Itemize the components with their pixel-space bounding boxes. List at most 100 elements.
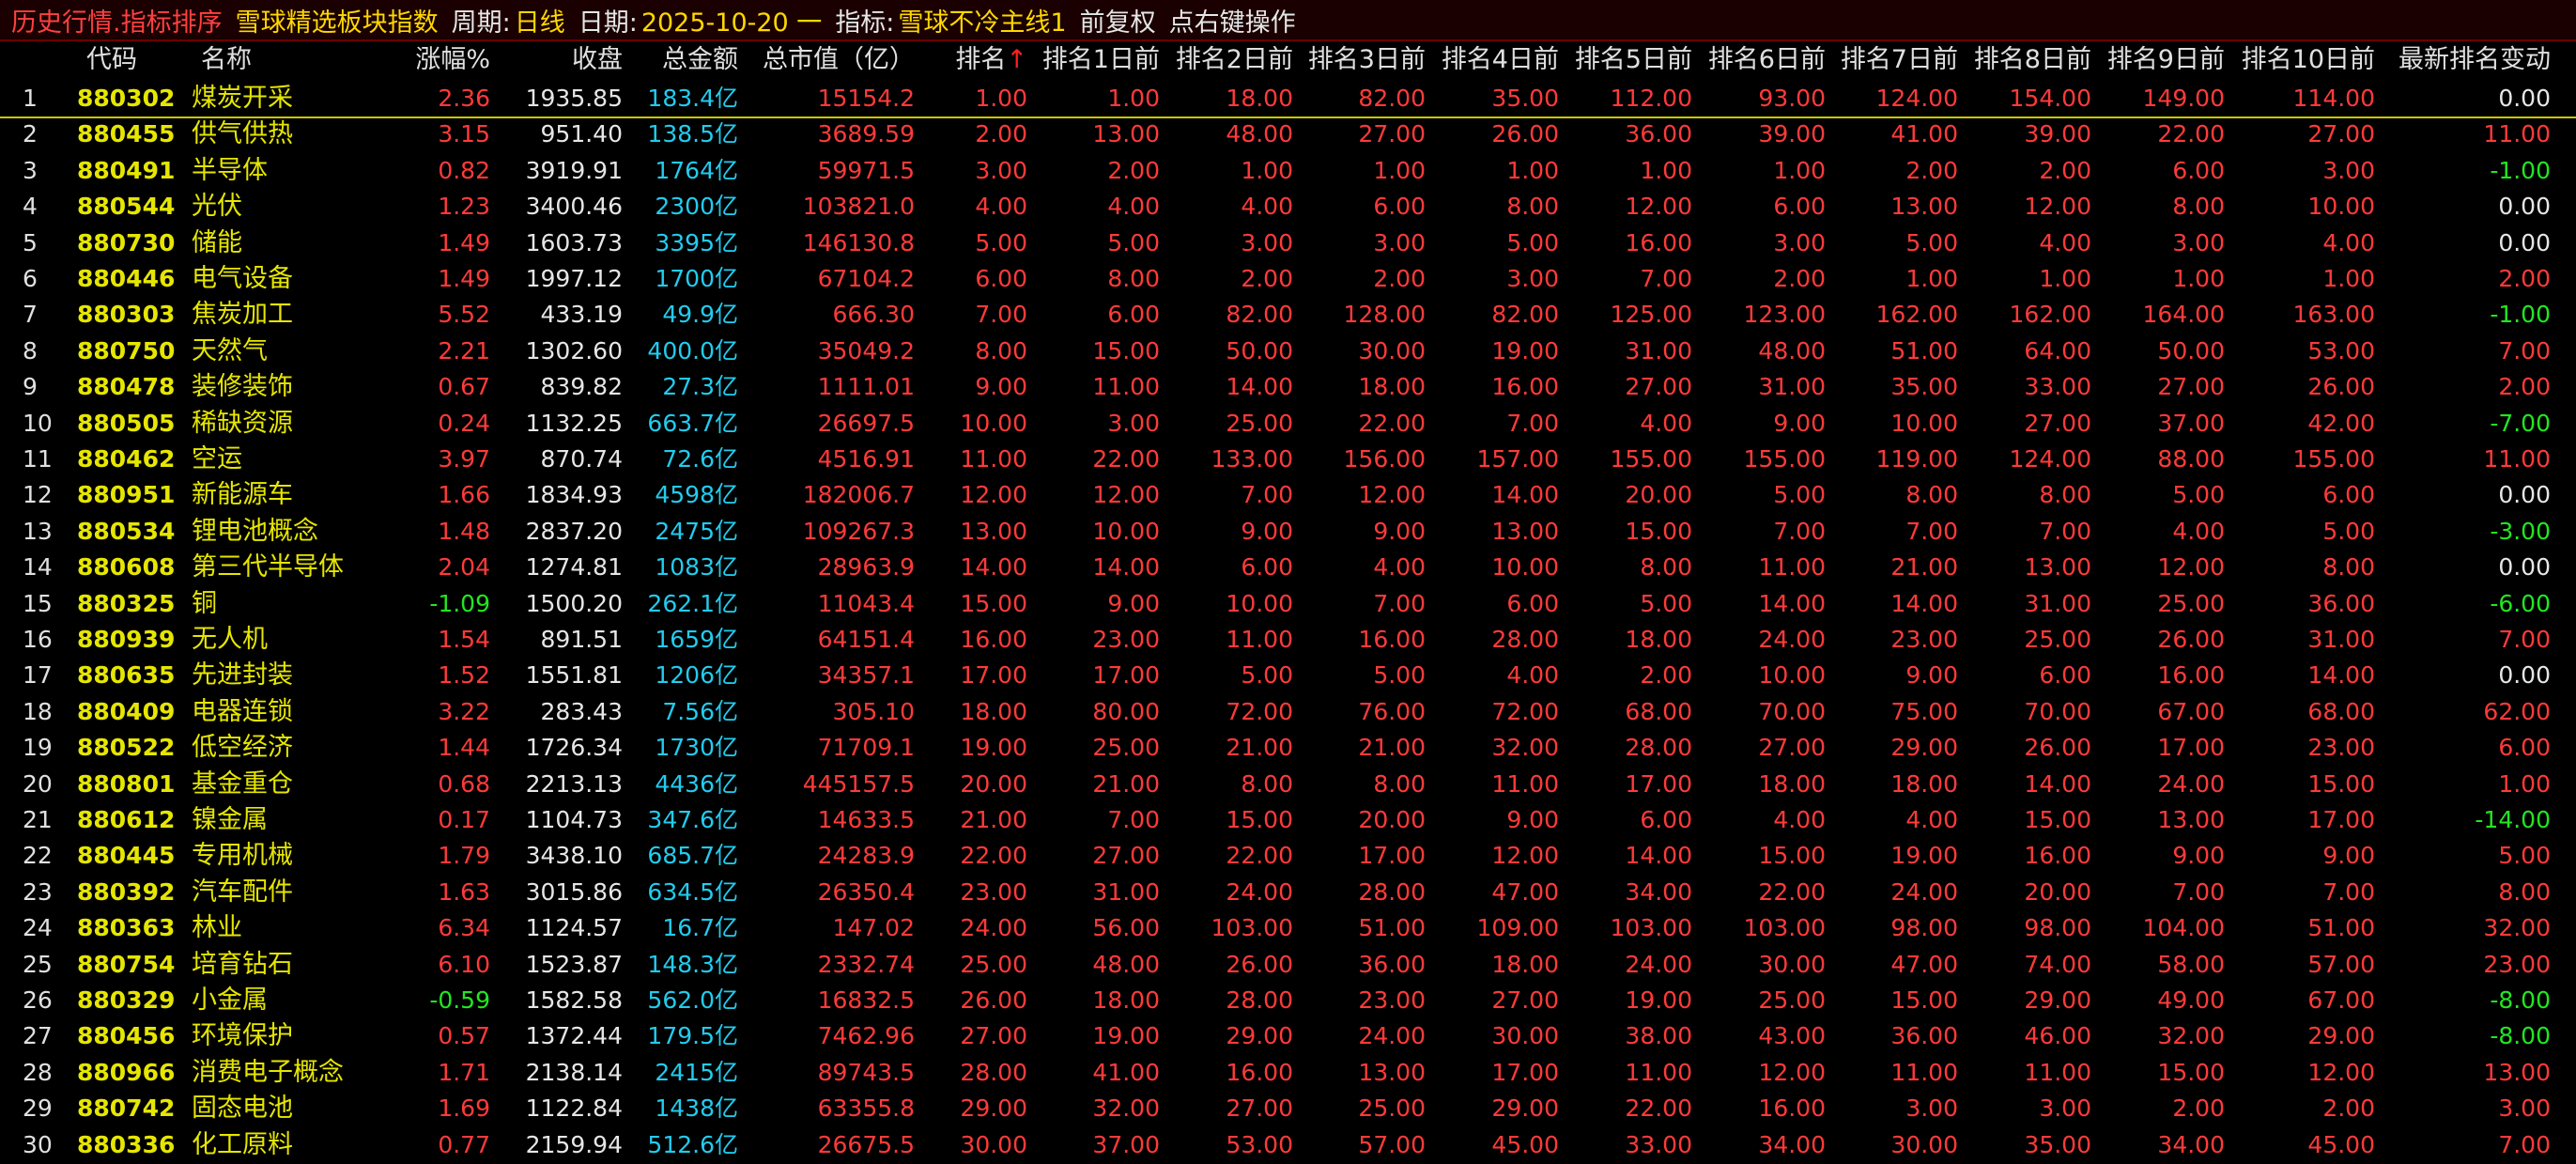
cell-rank: 27.00: [960, 1022, 1027, 1050]
column-header-rank-6d[interactable]: 排名6日前: [1694, 41, 1826, 79]
cell-rank-1d-ago: 12.00: [1092, 481, 1160, 509]
table-row[interactable]: 28 880966 消费电子概念 1.71 2138.14 2415亿 89743.5 28.…: [0, 1055, 2576, 1091]
cell-market-cap: 16832.5: [817, 986, 915, 1014]
table-row[interactable]: 15 880325 铜 -1.09 1500.20 262.1亿 11043.4 15.00 9…: [0, 586, 2576, 622]
cell-row-index: 15: [23, 589, 53, 617]
table-row[interactable]: 8 880750 天然气 2.21 1302.60 400.0亿 35049.2 8.00 15…: [0, 334, 2576, 369]
cell-rank-5d-ago: 28.00: [1625, 734, 1692, 762]
cell-rank-1d-ago: 5.00: [1107, 228, 1160, 256]
cell-rank: 28.00: [960, 1058, 1027, 1086]
table-row[interactable]: 16 880939 无人机 1.54 891.51 1659亿 64151.4 16.00 23…: [0, 622, 2576, 658]
column-header-close[interactable]: 收盘: [482, 41, 623, 79]
cell-rank-1d-ago: 8.00: [1107, 265, 1160, 292]
column-header-change-pct[interactable]: 涨幅%: [378, 41, 490, 79]
column-header-rank[interactable]: 排名↑: [915, 41, 1027, 79]
table-row[interactable]: 4 880544 光伏 1.23 3400.46 2300亿 103821.0 4.00 4.0…: [0, 189, 2576, 225]
cell-rank-1d-ago: 7.00: [1107, 806, 1160, 833]
column-header-rank-8d[interactable]: 排名8日前: [1960, 41, 2091, 79]
cell-rank-10d-ago: 4.00: [2322, 228, 2375, 256]
column-header-amount[interactable]: 总金额: [607, 41, 738, 79]
column-header-rank-1d[interactable]: 排名1日前: [1028, 41, 1160, 79]
history-quotes-tab[interactable]: 历史行情.指标排序: [11, 8, 223, 38]
table-row[interactable]: 23 880392 汽车配件 1.63 3015.86 634.5亿 26350.4 23.0…: [0, 875, 2576, 910]
cell-rank-5d-ago: 22.00: [1625, 1094, 1692, 1123]
cell-market-cap: 34357.1: [817, 661, 915, 690]
table-row[interactable]: 18 880409 电器连锁 3.22 283.43 7.56亿 305.10 18.00 80…: [0, 694, 2576, 730]
table-row[interactable]: 10 880505 稀缺资源 0.24 1132.25 663.7亿 26697.5 10.0…: [0, 406, 2576, 442]
board-index-selector[interactable]: 雪球精选板块指数: [235, 8, 439, 38]
cell-close-price: 1372.44: [525, 1022, 623, 1050]
cell-turnover-amount: 2300亿: [655, 193, 738, 221]
period-selector[interactable]: 日线: [514, 8, 565, 38]
cell-rank-1d-ago: 23.00: [1092, 626, 1160, 653]
cell-rank-2d-ago: 27.00: [1226, 1094, 1293, 1123]
table-row[interactable]: 26 880329 小金属 -0.59 1582.58 562.0亿 16832.5 26.0…: [0, 983, 2576, 1018]
cell-rank-change: 3.00: [2498, 1094, 2551, 1123]
indicator-selector[interactable]: 雪球不冷主线1: [898, 8, 1067, 38]
table-row[interactable]: 14 880608 第三代半导体 2.04 1274.81 1083亿 28963.9 14.…: [0, 550, 2576, 585]
cell-close-price: 1523.87: [525, 950, 623, 978]
column-header-name[interactable]: 名称: [201, 41, 426, 79]
column-header-rank-change[interactable]: 最新排名变动: [2372, 41, 2551, 79]
column-header-rank-5d[interactable]: 排名5日前: [1561, 41, 1692, 79]
cell-rank-9d-ago: 1.00: [2172, 265, 2225, 292]
column-header-rank-4d[interactable]: 排名4日前: [1427, 41, 1559, 79]
cell-close-price: 1500.20: [525, 589, 623, 617]
cell-sector-name: 半导体: [192, 155, 268, 185]
column-header-rank-10d[interactable]: 排名10日前: [2215, 41, 2375, 79]
column-header-label: 排名6日前: [1707, 45, 1826, 74]
table-row[interactable]: 19 880522 低空经济 1.44 1726.34 1730亿 71709.1 19.00…: [0, 730, 2576, 766]
cell-sector-code: 880754: [77, 950, 176, 978]
cell-row-index: 30: [23, 1130, 53, 1158]
table-row[interactable]: 2 880455 供气供热 3.15 951.40 138.5亿 3689.59 2.00 13…: [0, 116, 2576, 152]
column-header-label: 排名2日前: [1175, 45, 1293, 74]
date-selector[interactable]: 2025-10-20 一: [640, 8, 823, 38]
table-row[interactable]: 1 880302 煤炭开采 2.36 1935.85 183.4亿 15154.2 1.00 1…: [0, 81, 2576, 119]
cell-sector-name: 光伏: [192, 192, 242, 222]
table-row[interactable]: 22 880445 专用机械 1.79 3438.10 685.7亿 24283.9 22.0…: [0, 838, 2576, 874]
table-row[interactable]: 30 880336 化工原料 0.77 2159.94 512.6亿 26675.5 30.0…: [0, 1127, 2576, 1163]
table-row[interactable]: 20 880801 基金重仓 0.68 2213.13 4436亿 445157.5 20.0…: [0, 767, 2576, 802]
table-row[interactable]: 21 880612 镍金属 0.17 1104.73 347.6亿 14633.5 21.00…: [0, 802, 2576, 838]
column-header-rank-2d[interactable]: 排名2日前: [1162, 41, 1293, 79]
cell-rank-3d-ago: 18.00: [1358, 373, 1426, 401]
table-row[interactable]: 7 880303 焦炭加工 5.52 433.19 49.9亿 666.30 7.00 6.00…: [0, 297, 2576, 333]
table-row[interactable]: 11 880462 空运 3.97 870.74 72.6亿 4516.91 11.00 22.…: [0, 442, 2576, 477]
table-row[interactable]: 3 880491 半导体 0.82 3919.91 1764亿 59971.5 3.00 2.0…: [0, 153, 2576, 189]
cell-rank-8d-ago: 15.00: [2024, 806, 2091, 833]
cell-sector-name: 供气供热: [192, 119, 293, 149]
column-header-index[interactable]: [23, 41, 79, 79]
cell-rank-8d-ago: 35.00: [2024, 1130, 2091, 1158]
table-row[interactable]: 29 880742 固态电池 1.69 1122.84 1438亿 63355.8 29.00…: [0, 1091, 2576, 1126]
table-row[interactable]: 24 880363 林业 6.34 1124.57 16.7亿 147.02 24.00 56.…: [0, 910, 2576, 946]
column-header-label: 排名7日前: [1840, 45, 1958, 74]
cell-market-cap: 2332.74: [817, 950, 915, 978]
cell-rank-4d-ago: 28.00: [1491, 626, 1559, 653]
table-row[interactable]: 5 880730 储能 1.49 1603.73 3395亿 146130.8 5.00 5.0…: [0, 225, 2576, 261]
column-header-code[interactable]: 代码: [86, 41, 208, 79]
cell-rank-3d-ago: 23.00: [1358, 986, 1426, 1014]
cell-rank-change: 8.00: [2498, 877, 2551, 906]
table-row[interactable]: 17 880635 先进封装 1.52 1551.81 1206亿 34357.1 17.00…: [0, 658, 2576, 693]
cell-rank-1d-ago: 41.00: [1092, 1058, 1160, 1086]
column-header-market-cap[interactable]: 总市值（亿）: [717, 41, 915, 79]
cell-rank-9d-ago: 2.00: [2172, 1094, 2225, 1123]
table-row[interactable]: 12 880951 新能源车 1.66 1834.93 4598亿 182006.7 12.0…: [0, 477, 2576, 513]
table-row[interactable]: 9 880478 装修装饰 0.67 839.82 27.3亿 1111.01 9.00 11.…: [0, 369, 2576, 405]
table-row[interactable]: 27 880456 环境保护 0.57 1372.44 179.5亿 7462.96 27.0…: [0, 1018, 2576, 1054]
table-row[interactable]: 25 880754 培育钻石 6.10 1523.87 148.3亿 2332.74 25.0…: [0, 947, 2576, 983]
column-header-rank-3d[interactable]: 排名3日前: [1294, 41, 1426, 79]
column-header-rank-9d[interactable]: 排名9日前: [2093, 41, 2225, 79]
column-header-rank-7d[interactable]: 排名7日前: [1827, 41, 1958, 79]
cell-row-index: 22: [23, 842, 53, 870]
table-row[interactable]: 13 880534 锂电池概念 1.48 2837.20 2475亿 109267.3 13.…: [0, 514, 2576, 550]
cell-row-index: 20: [23, 769, 53, 798]
cell-rank-8d-ago: 13.00: [2024, 553, 2091, 582]
cell-turnover-amount: 562.0亿: [647, 986, 738, 1014]
cell-rank: 26.00: [960, 986, 1027, 1014]
table-row[interactable]: 6 880446 电气设备 1.49 1997.12 1700亿 67104.2 6.00 8.…: [0, 261, 2576, 297]
adjust-mode-button[interactable]: 前复权: [1079, 8, 1156, 38]
cell-rank-5d-ago: 27.00: [1625, 373, 1692, 401]
cell-close-price: 283.43: [540, 697, 623, 725]
cell-row-index: 7: [23, 301, 38, 329]
